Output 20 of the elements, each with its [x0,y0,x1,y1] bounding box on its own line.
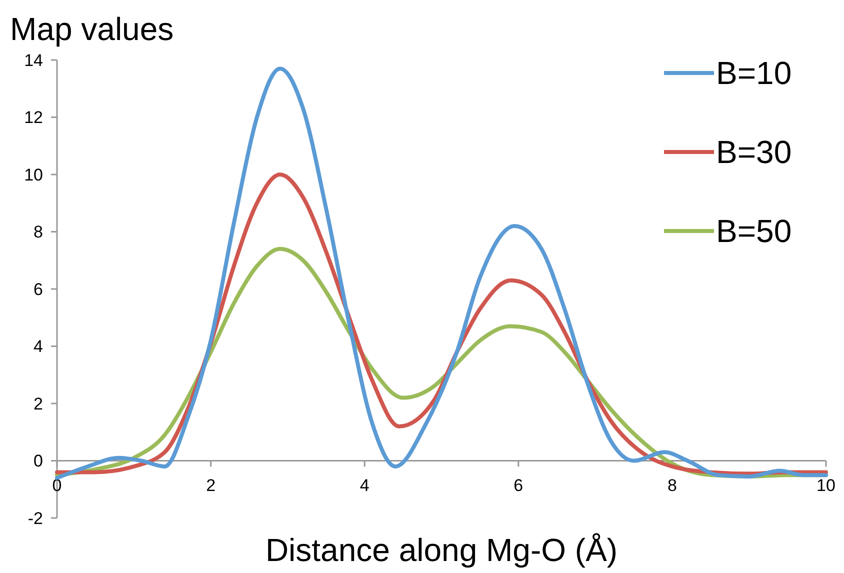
legend-label: B=30 [716,134,792,170]
x-tick-label: 8 [667,476,677,495]
y-tick-label: 10 [24,165,43,184]
x-tick-label: 10 [816,476,836,495]
y-tick-label: 2 [34,394,43,414]
y-tick-label: -2 [28,508,43,528]
y-axis-title: Map values [10,11,174,47]
x-axis-title: Distance along Mg-O (Å) [265,532,618,568]
x-tick-label: 4 [360,476,370,495]
y-tick-label: 8 [34,222,43,242]
x-tick-label: 2 [206,476,216,495]
y-tick-label: 14 [24,50,43,70]
y-tick-label: 4 [34,337,43,356]
legend-label: B=50 [716,213,792,250]
x-tick-label: 6 [514,476,524,495]
x-tick-label: 0 [52,476,62,495]
y-tick-label: 6 [34,280,43,299]
legend-label: B=10 [716,55,792,92]
y-tick-label: 12 [24,108,43,128]
y-tick-label: 0 [34,452,43,471]
